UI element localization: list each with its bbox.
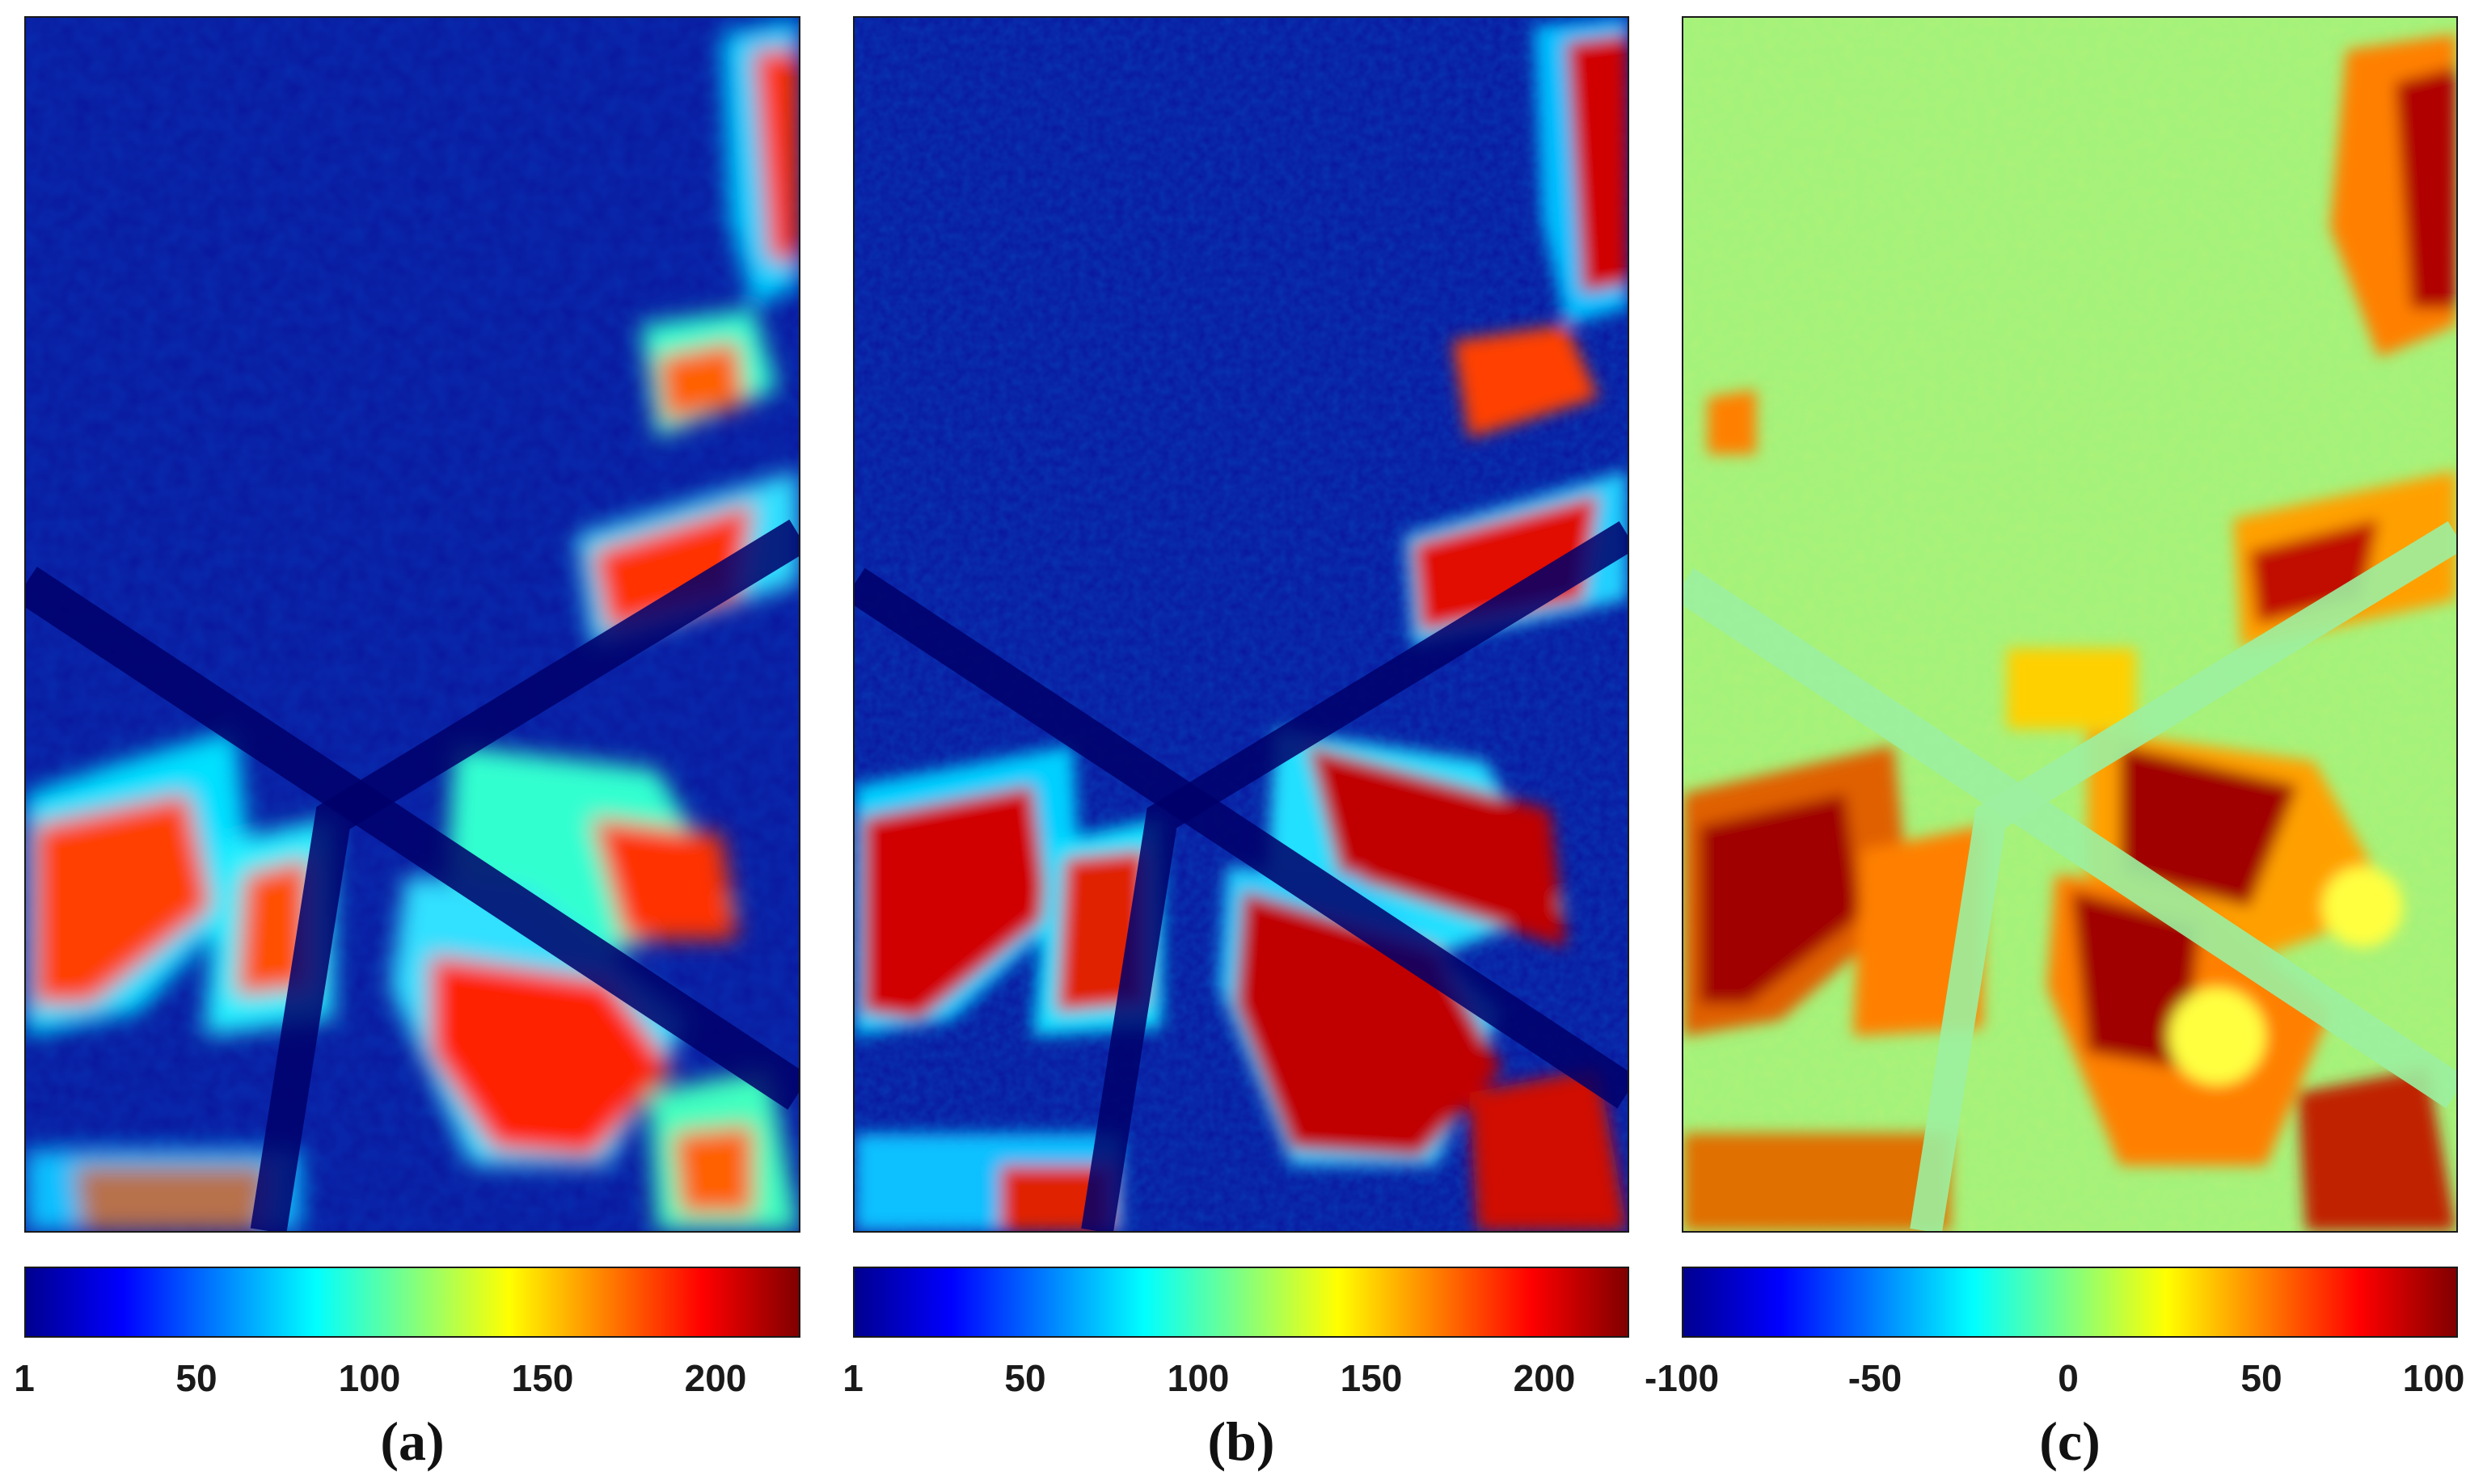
tick-label: -100 <box>1644 1357 1720 1399</box>
tick-label: 0 <box>2058 1357 2079 1399</box>
colorbar-a <box>24 1267 800 1338</box>
panel-c: -100 -50 0 50 100 (c) <box>1645 0 2464 1484</box>
panel-label-a: (a) <box>380 1410 445 1472</box>
colorbar-ticks-c: -100 -50 0 50 100 <box>1645 1356 2464 1405</box>
panel-label-b: (b) <box>1207 1410 1275 1472</box>
heatmap-image-b <box>853 16 1629 1233</box>
heatmap-image-c <box>1682 16 2458 1233</box>
tick-label: 50 <box>1004 1357 1046 1399</box>
colorbar-ticks-a: 1 50 100 150 200 <box>14 1356 800 1405</box>
tick-label: 1 <box>14 1357 35 1399</box>
tick-label: 100 <box>1167 1357 1230 1399</box>
tick-label: 150 <box>511 1357 574 1399</box>
tick-label: 50 <box>175 1357 217 1399</box>
tick-label: 100 <box>2402 1357 2465 1399</box>
heatmap-image-a <box>24 16 800 1233</box>
tick-label: 200 <box>684 1357 747 1399</box>
colorbar-ticks-b: 1 50 100 150 200 <box>842 1356 1629 1405</box>
tick-label: 100 <box>338 1357 401 1399</box>
tick-label: 1 <box>842 1357 864 1399</box>
tick-label: 200 <box>1513 1357 1576 1399</box>
colorbar-b <box>853 1267 1629 1338</box>
panel-b: 1 50 100 150 200 (b) <box>842 0 1629 1484</box>
tick-label: 150 <box>1340 1357 1403 1399</box>
tick-label: 50 <box>2240 1357 2282 1399</box>
tick-label: -50 <box>1847 1357 1902 1399</box>
colorbar-c <box>1682 1267 2458 1338</box>
panel-label-c: (c) <box>2039 1410 2101 1472</box>
panel-a: 1 50 100 150 200 (a) <box>14 0 800 1484</box>
